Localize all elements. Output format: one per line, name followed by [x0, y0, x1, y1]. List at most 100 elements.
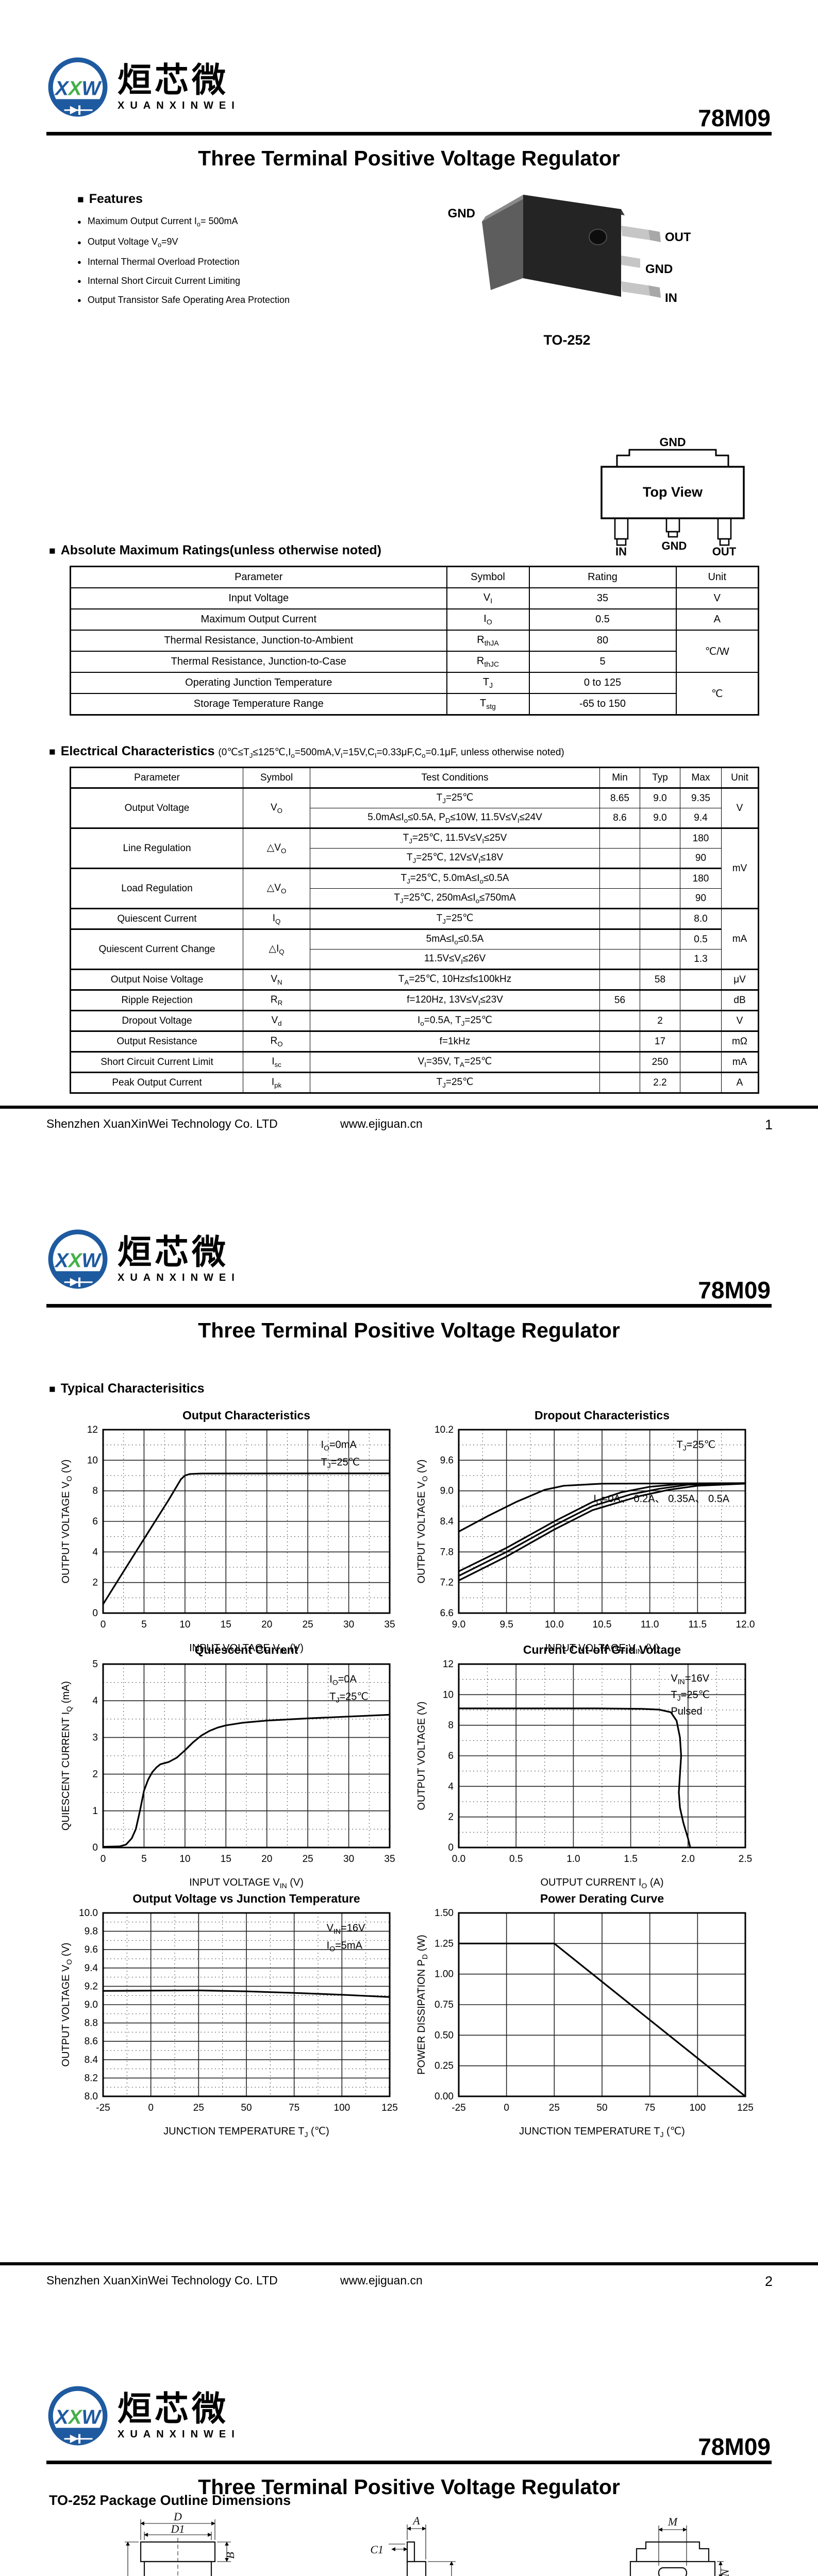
footer-rule — [0, 2262, 818, 2265]
logo-english-name: XUANXINWEI — [118, 1272, 240, 1283]
parameter-cell: Thermal Resistance, Junction-to-Ambient — [70, 630, 447, 652]
feature-item: ● Output Transistor Safe Operating Area P… — [77, 295, 448, 306]
logo-monogram: XXW — [54, 77, 103, 99]
parameter-cell: Maximum Output Current — [70, 608, 447, 631]
x-axis-label: JUNCTION TEMPERATURE TJ (℃) — [519, 2126, 685, 2139]
typ-cell: 250 — [640, 1051, 680, 1073]
symbol-cell: RO — [243, 1030, 310, 1052]
symbol-cell: RthJC — [446, 651, 530, 673]
feature-text: Internal Thermal Overload Protection — [87, 257, 240, 267]
y-axis-label: OUTPUT VOLTAGE VO (V) — [60, 1943, 73, 2067]
min-cell: 8.6 — [599, 808, 640, 828]
y-tick-label: 2 — [92, 1578, 98, 1588]
x-tick-label: 25 — [193, 2103, 204, 2113]
typ-cell: 17 — [640, 1030, 680, 1052]
y-tick-label: 10 — [443, 1689, 454, 1700]
typ-cell — [640, 827, 680, 849]
footer-website[interactable]: www.ejiguan.cn — [340, 1117, 423, 1130]
chart-title: Output Voltage vs Junction Temperature — [132, 1892, 360, 1905]
page-number: 1 — [764, 1117, 773, 1132]
max-cell: 1.3 — [680, 949, 722, 970]
y-tick-label: 10.2 — [435, 1425, 454, 1435]
footer-website[interactable]: www.ejiguan.cn — [340, 2274, 423, 2287]
y-tick-label: 4 — [92, 1696, 98, 1706]
y-tick-label: 0 — [92, 1608, 98, 1619]
chart-annotation: IO=0mA — [321, 1439, 357, 1452]
typ-cell — [640, 928, 680, 950]
y-tick-label: 1.50 — [435, 1908, 454, 1919]
logo-chord — [54, 1271, 102, 1285]
feature-text: Internal Short Circuit Current Limiting — [87, 276, 240, 286]
y-axis-label: OUTPUT VOLTAGE (V) — [416, 1701, 427, 1810]
x-axis-label: INPUT VOLTAGE VIN (V) — [189, 1642, 304, 1655]
min-cell — [599, 1030, 640, 1052]
company-logo: XXW 烜芯微 XUANXINWEI — [46, 1228, 240, 1291]
y-tick-label: 9.8 — [85, 1926, 98, 1937]
x-tick-label: 100 — [333, 2103, 350, 2113]
package-3d-image: GND OUT GND IN — [448, 195, 691, 305]
logo-mark-icon: XXW — [48, 1229, 108, 1289]
symbol-cell: △VO — [243, 827, 310, 869]
x-tick-label: 11.0 — [641, 1619, 659, 1630]
package-lead-in — [621, 281, 650, 296]
conditions-cell: 5.0mA≤Io≤0.5A, PD≤10W, 11.5V≤VI≤24V — [310, 808, 600, 828]
min-cell — [599, 1010, 640, 1031]
y-tick-label: 8.8 — [85, 2018, 98, 2029]
y-tick-label: 7.8 — [440, 1547, 454, 1557]
unit-cell: V — [721, 1010, 759, 1031]
table-row: Output Resistance RO f=1kHz 17 mΩ — [70, 1030, 759, 1052]
y-tick-label: 8 — [448, 1720, 454, 1731]
x-tick-label: -25 — [452, 2103, 465, 2113]
square-bullet-icon: ■ — [49, 746, 56, 758]
chart-title: Dropout Characteristics — [535, 1409, 670, 1422]
bullet-icon: ● — [77, 277, 81, 285]
chart-svg: Power Derating Curve -25 0 25 50 75 100 125 0.00… — [416, 1892, 754, 2139]
symbol-cell: IO — [446, 608, 530, 631]
parameter-cell: Quiescent Current Change — [70, 928, 243, 970]
chart-power-derating-curve: Power Derating Curve -25 0 25 50 75 100 125 0.00… — [411, 1890, 762, 2148]
part-number: 78M09 — [698, 105, 771, 131]
y-tick-label: 1 — [92, 1806, 98, 1817]
typ-cell: 58 — [640, 969, 680, 990]
feature-text: Maximum Output Current Io= 500mA — [87, 216, 238, 228]
package-top-view-diagram: GND Top View IN GND OUT — [600, 436, 745, 557]
x-tick-label: 125 — [381, 2103, 398, 2113]
y-tick-label: 1.25 — [435, 1938, 454, 1949]
table-row: Dropout Voltage Vd Io=0.5A, TJ=25℃ 2 V — [70, 1010, 759, 1031]
x-tick-label: 125 — [737, 2103, 754, 2113]
unit-cell: mA — [721, 908, 759, 970]
table-row: 5.0mA≤Io≤0.5A, PD≤10W, 11.5V≤VI≤24V 8.6 9.… — [71, 808, 759, 828]
package-hole — [589, 229, 607, 245]
x-tick-label: 10.5 — [593, 1619, 612, 1630]
conditions-cell: 5mA≤Io≤0.5A — [310, 928, 600, 950]
column-header: Test Conditions — [310, 767, 600, 788]
x-tick-label: 5 — [141, 1854, 147, 1865]
conditions-cell: TA=25℃, 10Hz≤f≤100kHz — [310, 969, 600, 990]
rating-cell: 80 — [528, 630, 677, 652]
parameter-cell: Output Voltage — [70, 787, 243, 828]
conditions-cell: TJ=25℃, 12V≤VI≤18V — [310, 848, 600, 869]
chart-annotation: VIN=16V — [327, 1923, 365, 1936]
logo-chinese-name: 烜芯微 — [118, 1232, 229, 1271]
ec-heading: ■ Electrical Characteristics (0℃≤TJ≤125℃,… — [49, 744, 564, 759]
document-title: Three Terminal Positive Voltage Regulato… — [198, 1318, 620, 1342]
page-1: XXW 烜芯微 XUANXINWEI 78M09 Three Terminal … — [0, 0, 818, 1157]
amr-heading: ■ Absolute Maximum Ratings(unless otherwi… — [49, 543, 381, 557]
parameter-cell: Thermal Resistance, Junction-to-Case — [70, 651, 447, 673]
typ-cell: 9.0 — [640, 808, 680, 828]
y-tick-label: 8 — [92, 1486, 98, 1497]
logo-monogram: XXW — [54, 1249, 103, 1272]
part-number: 78M09 — [698, 2433, 771, 2460]
x-tick-label: 15 — [221, 1619, 231, 1630]
package-lead-out-tip — [648, 230, 661, 242]
table-row: Output Noise Voltage VN TA=25℃, 10Hz≤f≤100… — [70, 969, 759, 990]
table-header-row: Parameter Symbol Rating Unit — [70, 566, 759, 588]
header-rule — [46, 2461, 772, 2464]
symbol-cell: VN — [243, 969, 310, 990]
typ-cell — [640, 989, 680, 1011]
bullet-icon: ● — [77, 258, 81, 266]
y-tick-label: 12 — [443, 1659, 454, 1670]
chart-curve — [102, 1714, 391, 1848]
topview-pin-out: OUT — [712, 545, 737, 557]
package-tab-edge — [482, 195, 523, 222]
